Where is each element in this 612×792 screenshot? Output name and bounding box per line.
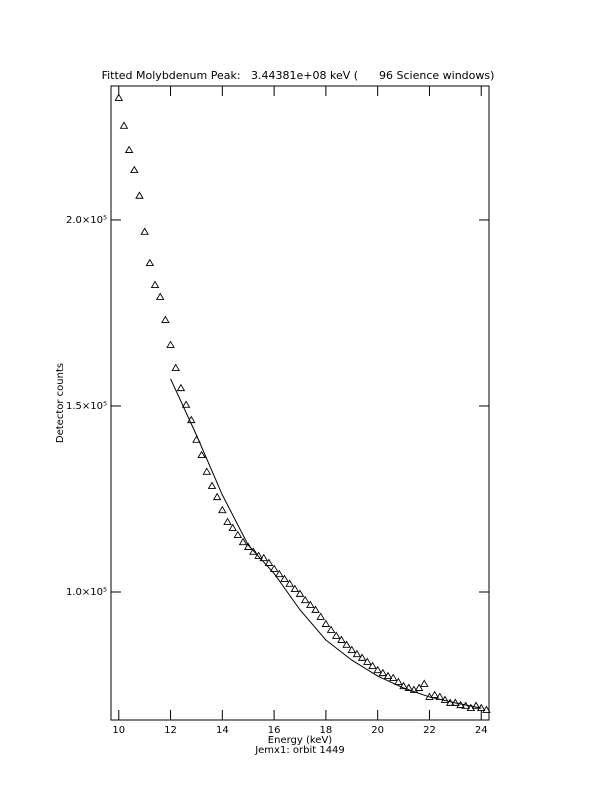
- data-point: [181, 400, 191, 408]
- data-point: [326, 625, 336, 633]
- data-point: [471, 701, 481, 709]
- footer: Jemx1: orbit 1449: [254, 745, 345, 756]
- data-point: [440, 695, 450, 703]
- y-axis-label: Detector counts: [55, 363, 66, 443]
- data-point: [197, 450, 206, 459]
- data-point: [275, 569, 284, 578]
- x-axis-label: Energy (keV): [268, 735, 333, 746]
- data-point: [171, 363, 181, 371]
- data-point: [161, 315, 170, 323]
- data-point: [228, 523, 237, 531]
- data-point: [285, 579, 294, 587]
- data-point: [280, 574, 289, 582]
- x-tick-label: 16: [268, 725, 281, 736]
- x-tick-label: 24: [475, 725, 488, 736]
- data-point: [482, 705, 491, 713]
- data-point: [249, 547, 258, 555]
- data-point: [399, 681, 408, 690]
- data-point: [269, 564, 279, 572]
- data-point: [166, 340, 175, 348]
- data-point: [140, 227, 149, 235]
- data-point: [342, 640, 351, 648]
- data-point: [388, 673, 398, 681]
- data-point: [409, 685, 419, 693]
- chart-title: Fitted Molybdenum Peak: 3.44381e+08 keV …: [102, 69, 495, 82]
- data-point: [311, 605, 320, 613]
- x-tick-label: 10: [112, 725, 125, 736]
- data-point: [259, 553, 269, 562]
- data-point: [150, 280, 160, 289]
- data-point: [218, 505, 227, 514]
- data-point: [337, 635, 346, 643]
- data-point: [295, 589, 305, 597]
- data-point: [368, 661, 377, 670]
- data-point: [207, 481, 217, 489]
- fit-curve: [170, 378, 482, 709]
- data-point: [378, 668, 388, 677]
- data-point: [264, 558, 274, 566]
- data-point: [394, 677, 403, 685]
- data-point: [238, 537, 248, 546]
- data-point: [363, 657, 372, 665]
- x-tick-label: 12: [164, 725, 177, 736]
- data-point: [135, 191, 144, 199]
- data-point: [419, 679, 429, 687]
- data-point: [352, 649, 362, 658]
- data-point: [430, 690, 439, 699]
- data-point: [202, 467, 212, 475]
- data-point: [145, 258, 155, 267]
- x-tick-label: 14: [216, 725, 229, 736]
- data-point: [212, 492, 222, 501]
- y-tick-label: 1.0×10⁵: [66, 587, 107, 598]
- data-point: [316, 612, 325, 620]
- data-point: [357, 653, 367, 661]
- data-point: [373, 665, 382, 674]
- x-tick-label: 22: [423, 725, 436, 736]
- data-point: [233, 530, 243, 539]
- data-point: [383, 671, 393, 680]
- y-tick-label: 1.5×10⁵: [66, 401, 107, 412]
- data-point: [176, 383, 186, 392]
- data-point: [306, 600, 315, 608]
- data-point: [254, 551, 263, 559]
- data-point: [155, 292, 165, 300]
- data-point: [300, 595, 310, 604]
- data-point: [404, 683, 414, 691]
- data-point: [119, 121, 129, 129]
- data-point: [290, 584, 300, 592]
- y-tick-label: 2.0×10⁵: [66, 215, 107, 226]
- data-point: [130, 165, 139, 174]
- data-point: [114, 93, 124, 101]
- data-point: [124, 145, 134, 153]
- data-point: [223, 517, 232, 526]
- x-tick-label: 20: [371, 725, 384, 736]
- plot-frame: [110, 85, 490, 721]
- data-point: [347, 645, 357, 654]
- x-tick-label: 18: [320, 725, 333, 736]
- data-point: [414, 683, 424, 691]
- data-point: [321, 619, 331, 627]
- data-point: [331, 631, 341, 639]
